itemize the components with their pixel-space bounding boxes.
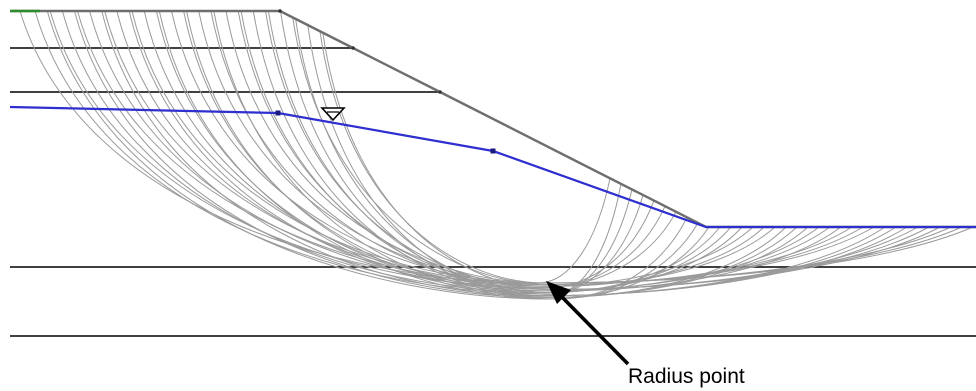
slip-surface-arc [280, 11, 787, 298]
slip-surface-arc [158, 10, 699, 300]
ground-vertex [438, 90, 442, 94]
slip-surface-arc [186, 10, 798, 298]
slip-surface-arc [292, 17, 853, 286]
ground-surface-line [10, 9, 976, 229]
water-table-vertex [490, 148, 496, 154]
inverted-triangle-icon [320, 107, 346, 122]
slip-surface-arc [183, 10, 831, 292]
slip-surface-arc [265, 10, 754, 287]
ground-vertex [351, 46, 355, 50]
radius-point-label: Radius point [628, 365, 745, 388]
slip-surface-arc [252, 10, 688, 300]
slip-surface-arc [116, 10, 941, 290]
slip-surface-arc [89, 10, 842, 292]
slip-surface-arc [198, 10, 864, 286]
slip-surface-arc [307, 25, 886, 297]
slip-surface-arc [143, 10, 666, 289]
slip-surface-arc [210, 10, 930, 290]
slip-surface-arc [101, 10, 908, 297]
slip-surface-arc [19, 10, 611, 284]
slip-surface-arc [295, 18, 820, 292]
arrow-icon [546, 281, 630, 366]
water-table-vertex [275, 110, 281, 116]
slip-surface-arc [319, 31, 952, 284]
material-boundaries [10, 47, 976, 337]
water-table [9, 105, 976, 229]
slip-surface-arc [61, 10, 743, 294]
slip-surface-arc [237, 10, 655, 289]
slip-surface-arc [77, 10, 776, 287]
slip-surface-arc [128, 10, 633, 295]
ground-vertex [278, 9, 282, 13]
ground-surface [10, 9, 976, 229]
slip-surface-arc [240, 10, 622, 295]
slip-surface-arc [267, 10, 721, 294]
slip-surfaces [19, 10, 974, 300]
